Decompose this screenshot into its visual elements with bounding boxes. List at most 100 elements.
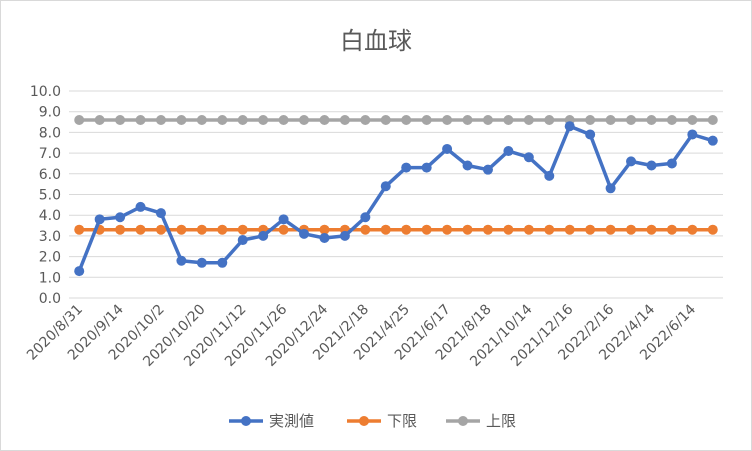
data-point [564, 121, 575, 132]
x-axis-ticks: 2020/8/312020/9/142020/10/22020/10/20202… [24, 301, 699, 369]
data-point [380, 224, 391, 235]
data-point [155, 208, 166, 219]
data-point [666, 224, 677, 235]
data-point [339, 114, 350, 125]
data-point [135, 201, 146, 212]
y-tick-label: 10.0 [30, 84, 61, 100]
data-point [176, 224, 187, 235]
data-point [380, 114, 391, 125]
series-0 [74, 121, 718, 277]
data-point [319, 114, 330, 125]
data-point [135, 114, 146, 125]
legend-item: 下限 [347, 412, 417, 430]
series-lines [74, 114, 718, 277]
data-point [196, 257, 207, 268]
data-point [687, 129, 698, 140]
series-1 [74, 224, 718, 235]
data-point [155, 114, 166, 125]
y-tick-label: 6.0 [39, 167, 61, 183]
data-point [217, 224, 228, 235]
data-point [115, 224, 126, 235]
data-point [707, 114, 718, 125]
y-tick-label: 5.0 [39, 188, 61, 204]
series-line [77, 124, 714, 272]
y-tick-label: 0.0 [39, 291, 61, 307]
data-point [401, 224, 412, 235]
data-point [176, 114, 187, 125]
data-point [115, 114, 126, 125]
data-point [401, 114, 412, 125]
data-point [196, 224, 207, 235]
data-point [626, 114, 637, 125]
data-point [237, 224, 248, 235]
legend-swatch-marker [359, 416, 369, 426]
data-point [299, 228, 310, 239]
data-point [278, 224, 289, 235]
data-point [462, 224, 473, 235]
data-point [258, 230, 269, 241]
data-point [585, 129, 596, 140]
data-point [707, 135, 718, 146]
data-point [626, 156, 637, 167]
data-point [237, 235, 248, 246]
data-point [299, 114, 310, 125]
data-point [707, 224, 718, 235]
data-point [544, 170, 555, 181]
legend-swatch-marker [458, 416, 468, 426]
data-point [319, 232, 330, 243]
y-tick-label: 1.0 [39, 270, 61, 286]
series-2 [74, 114, 718, 125]
legend-item: 上限 [446, 412, 516, 430]
data-point [605, 183, 616, 194]
data-point [421, 162, 432, 173]
data-point [360, 224, 371, 235]
data-point [278, 214, 289, 225]
data-point [319, 224, 330, 235]
data-point [74, 224, 85, 235]
y-tick-label: 8.0 [39, 125, 61, 141]
data-point [380, 181, 391, 192]
data-point [646, 160, 657, 171]
data-point [442, 143, 453, 154]
data-point [74, 266, 85, 277]
data-point [687, 114, 698, 125]
y-tick-label: 2.0 [39, 250, 61, 266]
data-point [544, 114, 555, 125]
data-point [401, 162, 412, 173]
data-point [155, 224, 166, 235]
data-point [442, 114, 453, 125]
data-point [503, 224, 514, 235]
legend-swatch-marker [241, 416, 251, 426]
data-point [482, 114, 493, 125]
data-point [237, 114, 248, 125]
data-point [115, 212, 126, 223]
data-point [462, 114, 473, 125]
data-point [462, 160, 473, 171]
data-point [626, 224, 637, 235]
data-point [176, 255, 187, 266]
data-point [503, 114, 514, 125]
gridlines [69, 90, 723, 299]
legend-label: 上限 [486, 412, 516, 430]
data-point [503, 146, 514, 157]
data-point [360, 114, 371, 125]
data-point [482, 224, 493, 235]
data-point [217, 114, 228, 125]
data-point [360, 212, 371, 223]
data-point [646, 224, 657, 235]
data-point [94, 114, 105, 125]
data-point [196, 114, 207, 125]
data-point [605, 224, 616, 235]
y-tick-label: 9.0 [39, 105, 61, 121]
data-point [687, 224, 698, 235]
data-point [339, 230, 350, 241]
data-point [585, 224, 596, 235]
data-point [523, 114, 534, 125]
data-point [523, 152, 534, 163]
data-point [544, 224, 555, 235]
legend-label: 下限 [387, 412, 417, 430]
data-point [217, 257, 228, 268]
data-point [585, 114, 596, 125]
